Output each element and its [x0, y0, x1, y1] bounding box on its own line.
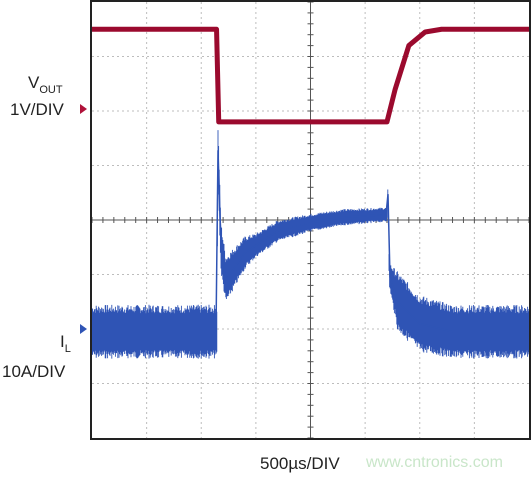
il-label-main: I	[60, 332, 65, 351]
il-label: IL	[60, 332, 71, 356]
vout-series-line	[92, 26, 529, 125]
il-marker-icon	[80, 324, 87, 334]
il-scale-label: 10A/DIV	[2, 362, 66, 381]
il-series-center	[92, 150, 528, 333]
il-label-sub: L	[64, 343, 71, 355]
time-scale-label: 500µs/DIV	[260, 454, 340, 473]
vout-marker-icon	[80, 104, 87, 114]
vout-label-main: V	[28, 73, 40, 92]
vout-trace	[92, 26, 529, 125]
plot-frame	[90, 0, 531, 440]
vout-label-sub: OUT	[39, 84, 63, 96]
vout-scale-label: 1V/DIV	[10, 100, 64, 119]
watermark-text: www.cntronics.com	[366, 454, 503, 471]
vout-label: VOUT	[28, 73, 63, 97]
